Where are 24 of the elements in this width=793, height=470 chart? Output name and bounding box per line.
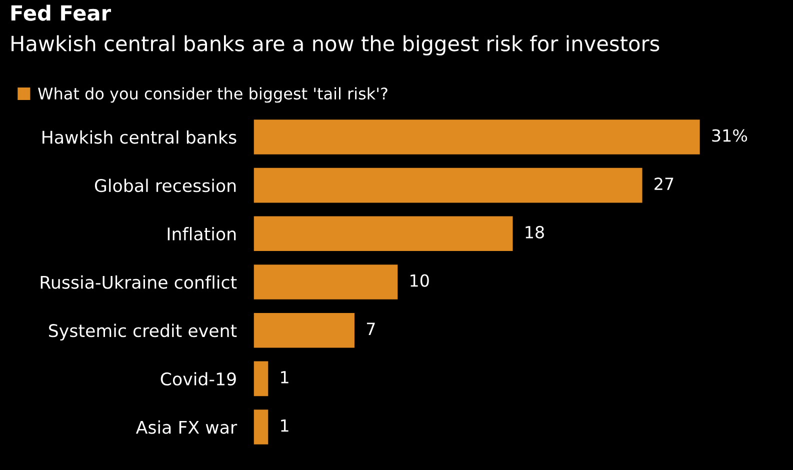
data-label: 1 <box>281 419 288 432</box>
data-label: 7 <box>366 322 375 335</box>
y-tick-label: Asia FX war <box>136 420 238 434</box>
data-label: 10 <box>410 274 429 287</box>
text: Fed Fear <box>11 4 112 21</box>
legend-label: What do you consider the biggest 'tail risk'? <box>38 87 388 103</box>
y-tick-label: Covid-19 <box>160 372 236 386</box>
y-tick-label: Inflation <box>168 227 236 240</box>
chart-subtitle: Hawkish central banks are a now the biggest risk for investors <box>12 35 660 56</box>
data-label: 18 <box>526 226 544 238</box>
y-tick-label: Hawkish central banks <box>42 130 236 144</box>
y-tick-label: Systemic credit event <box>49 324 237 341</box>
bar <box>254 168 642 203</box>
bar <box>254 264 398 300</box>
y-tick-label: Russia-Ukraine conflict <box>40 275 237 289</box>
bar <box>254 361 268 396</box>
data-label: 1 <box>281 371 288 384</box>
data-label: 31% <box>712 129 748 142</box>
bar <box>254 312 354 348</box>
bar <box>254 410 268 444</box>
bar <box>254 120 700 154</box>
data-label: 27 <box>654 178 674 190</box>
bar <box>254 216 513 252</box>
y-tick-label: Global recession <box>94 178 236 192</box>
